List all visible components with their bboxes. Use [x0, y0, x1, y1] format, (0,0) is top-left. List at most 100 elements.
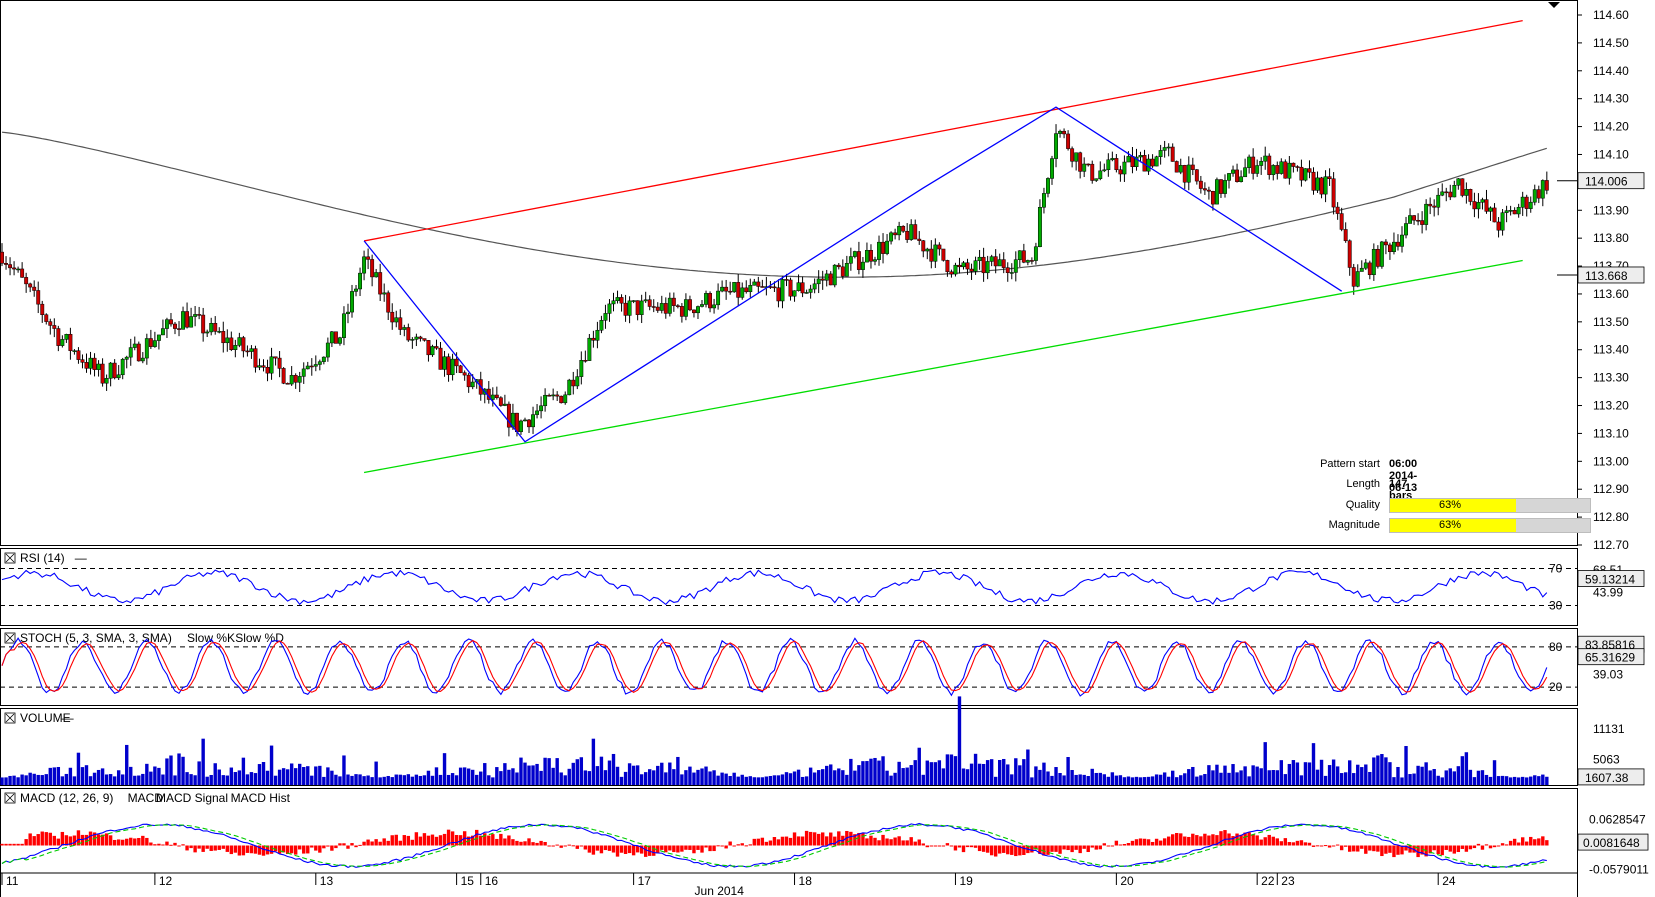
volume-tick-label: 11131	[1593, 722, 1625, 736]
candle-body	[1416, 219, 1421, 222]
candle-body	[217, 331, 222, 333]
candle-body	[277, 357, 282, 369]
macd-hist-bar	[334, 845, 338, 849]
candle-body	[358, 272, 363, 290]
volume-bar	[201, 738, 205, 785]
volume-bar	[1533, 775, 1537, 785]
volume-bar	[1154, 774, 1159, 785]
volume-bar	[1066, 757, 1070, 785]
candle-body	[856, 251, 861, 270]
candle-body	[84, 362, 89, 369]
candle	[1050, 155, 1054, 185]
candle-body	[700, 304, 704, 307]
candle-body	[466, 374, 471, 388]
macd-hist-bar	[1038, 845, 1042, 855]
candle-body	[1154, 156, 1159, 167]
volume-bar	[559, 772, 563, 785]
rsi-current-box	[1577, 570, 1645, 587]
macd-hist-bar	[1243, 832, 1247, 846]
candle-body	[1174, 161, 1179, 173]
macd-hist-bar	[833, 836, 837, 846]
candle	[1110, 151, 1115, 162]
macd-hist-bar	[225, 845, 229, 852]
candle	[748, 278, 753, 298]
candle	[442, 350, 447, 377]
candle	[1363, 258, 1368, 270]
macd-hist-bar	[579, 845, 584, 847]
volume-bar	[563, 775, 567, 785]
x-tick-label: 12	[159, 874, 173, 888]
candle-body	[897, 225, 902, 236]
candle-body	[1118, 169, 1123, 175]
candle-body	[249, 348, 254, 352]
candle	[132, 336, 137, 351]
volume-bar	[165, 758, 169, 785]
volume-bar	[676, 756, 680, 785]
candle-body	[406, 327, 411, 341]
candle-body	[1303, 168, 1308, 181]
candle-body	[273, 356, 278, 359]
candle	[559, 395, 564, 404]
candle	[160, 319, 165, 336]
candle	[181, 306, 185, 330]
candle	[209, 317, 214, 336]
candle-body	[422, 338, 427, 341]
macd-hist-bar	[929, 845, 934, 847]
candle-body	[346, 311, 350, 315]
volume-bar	[507, 769, 511, 785]
macd-hist-bar	[503, 838, 507, 846]
candle	[579, 351, 584, 385]
candle-body	[96, 363, 101, 370]
volume-panel: VOLUME—	[0, 696, 1549, 785]
collapse-x-icon	[5, 793, 15, 803]
candle	[527, 418, 531, 433]
candle-body	[60, 339, 65, 346]
candle	[177, 321, 181, 337]
volume-bar	[953, 756, 958, 785]
macd-hist-bar	[1348, 845, 1352, 852]
candle	[1046, 177, 1050, 198]
macd-hist-bar	[145, 837, 149, 846]
volume-bar	[716, 775, 720, 785]
candle-body	[382, 292, 387, 295]
candle-body	[1536, 189, 1541, 199]
macd-hist-bar	[1102, 843, 1107, 846]
volume-bar	[623, 771, 628, 785]
macd-hist-bar	[338, 843, 342, 846]
volume-bar	[1006, 764, 1010, 785]
candle-body	[309, 365, 314, 368]
macd-hist-bar	[664, 845, 668, 853]
candle	[1520, 191, 1525, 216]
macd-hist-bar	[1291, 842, 1296, 846]
macd-hist-bar	[1335, 844, 1340, 846]
candle-body	[144, 338, 149, 359]
macd-hist-bar	[684, 845, 688, 850]
volume-bar	[16, 777, 20, 785]
candle	[386, 290, 391, 320]
candle-body	[712, 304, 717, 309]
macd-hist-bar	[370, 841, 374, 846]
volume-bar	[434, 767, 439, 785]
candle-body	[140, 357, 145, 362]
candle-body	[687, 299, 692, 311]
candle-body	[1544, 180, 1549, 191]
macd-hist-bar	[1331, 845, 1336, 847]
volume-bar	[599, 756, 604, 785]
candle-body	[1440, 191, 1445, 196]
magnitude-bar-fill	[1390, 519, 1516, 532]
volume-bar	[1018, 765, 1022, 785]
volume-bar	[466, 768, 471, 785]
volume-bar	[44, 774, 48, 785]
volume-bar	[519, 757, 523, 785]
macd-hist-bar	[877, 840, 881, 846]
volume-bar	[1545, 776, 1549, 785]
candle	[293, 373, 298, 389]
volume-bar	[949, 754, 954, 785]
candle-body	[64, 334, 69, 340]
candle-body	[350, 291, 354, 313]
volume-bar	[209, 774, 213, 785]
candle	[921, 240, 926, 258]
candle-body	[732, 282, 737, 293]
volume-bar	[1146, 776, 1151, 785]
candle	[317, 359, 322, 371]
